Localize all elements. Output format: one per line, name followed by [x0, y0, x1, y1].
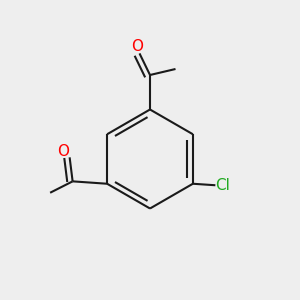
Text: Cl: Cl: [215, 178, 230, 193]
Text: O: O: [57, 144, 69, 159]
Text: O: O: [131, 39, 143, 54]
